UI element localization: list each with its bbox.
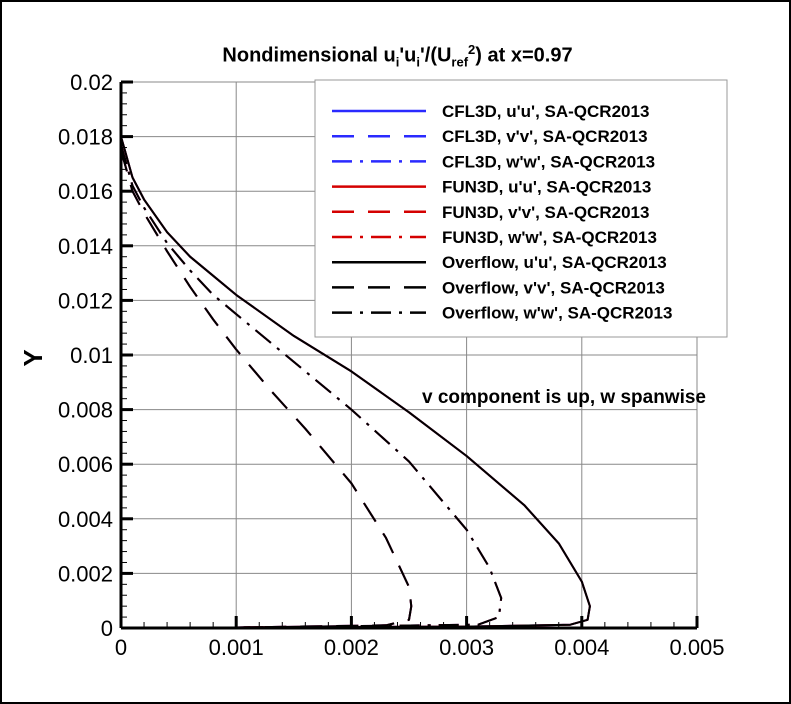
y-tick-label: 0.014 — [58, 234, 113, 259]
legend-label: CFL3D, u'u', SA-QCR2013 — [442, 102, 649, 121]
y-tick-label: 0.008 — [58, 398, 113, 423]
title-text: 'u — [399, 44, 417, 67]
y-tick-label: 0.02 — [70, 70, 113, 95]
legend: CFL3D, u'u', SA-QCR2013 CFL3D, v'v', SA-Q… — [314, 79, 728, 338]
legend-label: Overflow, v'v', SA-QCR2013 — [442, 278, 665, 297]
legend-label: FUN3D, v'v', SA-QCR2013 — [442, 203, 649, 222]
y-tick-label: 0.016 — [58, 179, 113, 204]
x-tick-label: 0.004 — [554, 635, 609, 660]
legend-label: Overflow, u'u', SA-QCR2013 — [442, 253, 667, 272]
annotation: v component is up, w spanwise — [422, 387, 706, 408]
title-sub: ref — [451, 54, 469, 70]
x-tick-label: 0.002 — [324, 635, 379, 660]
x-tick-label: 0 — [115, 635, 127, 660]
chart-title: Nondimensional ui'ui'/(Uref2) at x=0.97 — [2, 42, 789, 70]
y-tick-label: 0.018 — [58, 125, 113, 150]
y-tick-label: 0.01 — [70, 343, 113, 368]
curves — [120, 136, 591, 629]
x-tick-label: 0.005 — [669, 635, 724, 660]
title-text: Nondimensional u — [222, 44, 396, 67]
legend-box — [314, 79, 728, 338]
series-line-overflow-vv — [120, 149, 413, 629]
x-tick-label: 0.001 — [209, 635, 264, 660]
legend-label: CFL3D, w'w', SA-QCR2013 — [442, 152, 655, 171]
x-tick-label: 0.003 — [439, 635, 494, 660]
legend-label: FUN3D, w'w', SA-QCR2013 — [442, 228, 657, 247]
title-text: ) at x=0.97 — [475, 44, 573, 67]
legend-label: FUN3D, u'u', SA-QCR2013 — [442, 178, 651, 197]
y-tick-label: 0.006 — [58, 452, 113, 477]
title-sub: i — [395, 54, 400, 70]
y-tick-label: 0.004 — [58, 507, 113, 532]
series-line-overflow-uu — [120, 136, 591, 629]
series-line-overflow-ww — [120, 144, 503, 629]
title-text: '/(U — [420, 44, 452, 67]
y-tick-label: 0.012 — [58, 288, 113, 313]
legend-label: Overflow, w'w', SA-QCR2013 — [442, 304, 672, 323]
title-sup: 2 — [468, 42, 476, 57]
title-sub: i — [416, 54, 420, 70]
y-axis-label: Y — [18, 349, 48, 366]
axes: 0 0.001 0.002 0.003 0.004 0.005 0 0.002 0.004 0.0… — [58, 70, 725, 660]
y-tick-label: 0 — [101, 616, 113, 641]
legend-label: CFL3D, v'v', SA-QCR2013 — [442, 127, 648, 146]
y-tick-label: 0.002 — [58, 561, 113, 586]
